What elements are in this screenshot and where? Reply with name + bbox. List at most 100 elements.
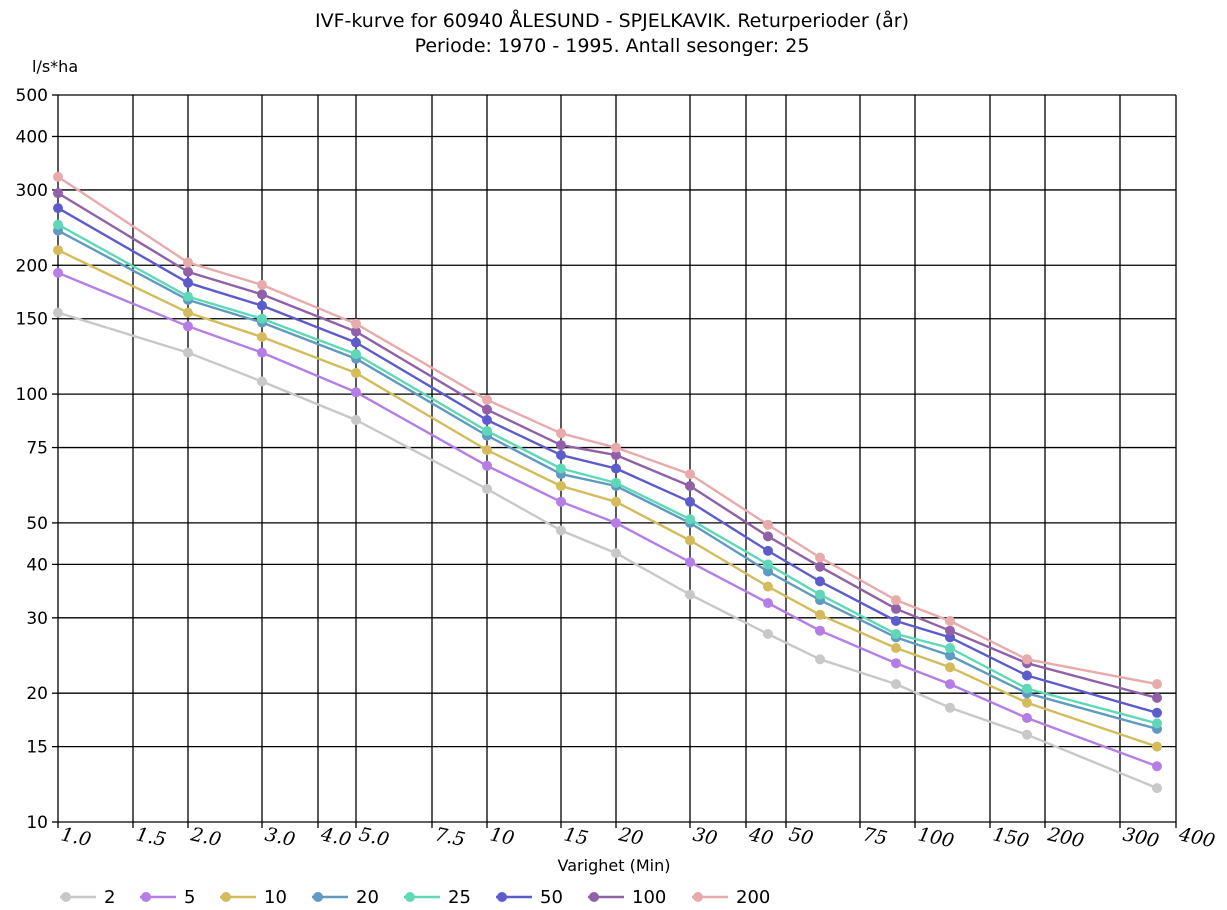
data-point xyxy=(891,679,901,690)
x-tick-label: 5.0 xyxy=(357,823,391,851)
data-point xyxy=(1022,697,1032,708)
y-tick-label: 150 xyxy=(16,310,48,330)
x-tick-label: 1.5 xyxy=(134,823,168,851)
legend-swatch-marker xyxy=(313,892,323,902)
data-point xyxy=(763,519,773,530)
y-tick-label: 75 xyxy=(26,439,48,459)
data-point xyxy=(685,589,695,600)
data-point xyxy=(183,266,193,277)
data-point xyxy=(351,368,361,378)
y-tick-label: 500 xyxy=(16,86,48,106)
data-point xyxy=(1152,718,1162,729)
data-point xyxy=(1022,713,1032,723)
x-tick-label: 100 xyxy=(916,823,956,852)
data-point xyxy=(53,307,63,318)
y-tick-label: 100 xyxy=(16,385,48,405)
legend-entry-20: 20 xyxy=(312,887,379,908)
data-point xyxy=(815,561,825,572)
data-point xyxy=(556,481,566,491)
data-point xyxy=(611,477,621,488)
x-tick-label: 300 xyxy=(1121,823,1161,852)
data-point xyxy=(763,581,773,592)
legend-label: 20 xyxy=(356,887,379,908)
series-200 xyxy=(53,171,1162,690)
data-point xyxy=(482,484,492,494)
data-point xyxy=(891,603,901,614)
y-tick-label: 40 xyxy=(26,555,48,575)
data-point xyxy=(257,279,267,290)
series-line-200 xyxy=(57,175,1158,686)
legend-entry-10: 10 xyxy=(220,887,287,908)
x-tick-label: 400 xyxy=(1176,823,1217,852)
data-point xyxy=(257,300,267,311)
x-tick-label: 4.0 xyxy=(318,823,353,851)
data-point xyxy=(945,679,955,690)
data-point xyxy=(685,514,695,525)
x-tick-label: 3.0 xyxy=(263,823,297,851)
data-point xyxy=(685,535,695,546)
series-25 xyxy=(53,219,1162,729)
x-tick-label: 30 xyxy=(691,823,719,850)
x-tick-label: 40 xyxy=(746,823,775,850)
series-line-5 xyxy=(57,271,1158,768)
x-tick-label: 7.5 xyxy=(433,823,467,851)
series-5 xyxy=(53,267,1162,772)
legend-label: 50 xyxy=(540,887,563,908)
y-tick-label: 300 xyxy=(16,181,48,201)
data-point xyxy=(945,625,955,636)
series-50 xyxy=(53,203,1162,718)
data-point xyxy=(257,376,267,387)
data-point xyxy=(482,404,492,415)
data-point xyxy=(1152,679,1162,690)
data-point xyxy=(351,337,361,348)
data-point xyxy=(556,450,566,461)
legend-label: 10 xyxy=(264,887,287,908)
legend-swatch-marker xyxy=(589,892,599,902)
data-point xyxy=(183,321,193,332)
data-point xyxy=(763,566,773,577)
series-100 xyxy=(53,188,1162,703)
data-point xyxy=(945,616,955,626)
series-line-10 xyxy=(57,249,1158,748)
data-point xyxy=(763,531,773,542)
legend-swatch-marker xyxy=(405,892,415,902)
y-tick-label: 20 xyxy=(26,684,48,704)
legend-label: 2 xyxy=(104,887,115,908)
data-point xyxy=(482,460,492,471)
chart-title: IVF-kurve for 60940 ÅLESUND - SPJELKAVIK… xyxy=(315,9,909,32)
y-tick-label: 50 xyxy=(26,514,48,534)
data-point xyxy=(53,171,63,182)
legend-label: 200 xyxy=(736,887,770,908)
y-tick-label: 15 xyxy=(26,738,48,758)
data-point xyxy=(257,332,267,342)
data-point xyxy=(611,442,621,453)
y-tick-label: 400 xyxy=(16,127,48,147)
data-point xyxy=(891,629,901,639)
data-point xyxy=(53,203,63,214)
legend-entry-25: 25 xyxy=(404,887,471,908)
legend-swatch-marker xyxy=(497,892,507,902)
data-point xyxy=(183,277,193,288)
data-point xyxy=(53,219,63,230)
data-point xyxy=(53,267,63,278)
data-point xyxy=(482,394,492,405)
data-point xyxy=(815,552,825,563)
data-point xyxy=(611,463,621,474)
data-point xyxy=(945,643,955,653)
x-tick-label: 15 xyxy=(562,823,590,850)
data-point xyxy=(556,525,566,536)
data-point xyxy=(183,347,193,358)
y-axis-label: l/s*ha xyxy=(32,57,78,76)
data-point xyxy=(53,245,63,256)
data-point xyxy=(351,326,361,337)
data-point xyxy=(945,702,955,713)
x-tick-label: 50 xyxy=(787,823,815,850)
series-lines xyxy=(53,171,1162,794)
data-point xyxy=(1152,707,1162,718)
data-point xyxy=(815,589,825,600)
y-tick-label: 10 xyxy=(26,813,48,833)
data-point xyxy=(891,595,901,606)
x-axis-label: Varighet (Min) xyxy=(558,856,671,875)
